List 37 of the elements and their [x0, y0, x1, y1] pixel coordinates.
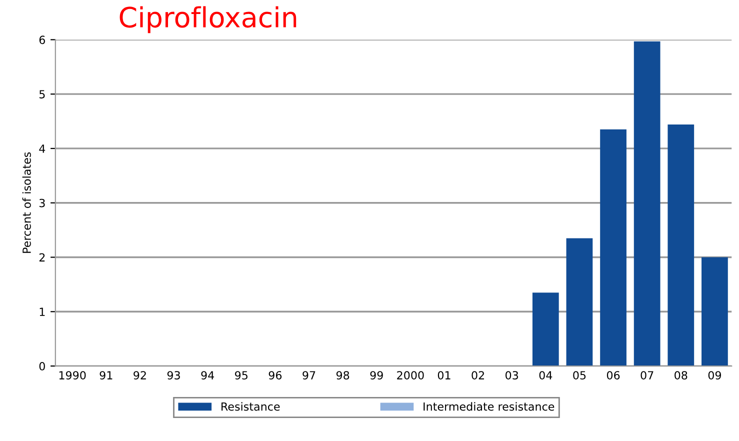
y-tick-label: 6 [39, 36, 46, 44]
legend-label: Intermediate resistance [424, 402, 554, 411]
x-tick-label: 03 [506, 371, 518, 380]
x-tick-label: 05 [573, 371, 586, 380]
x-tick-label: 2000 [397, 371, 424, 380]
x-tick-label: 98 [336, 371, 350, 380]
legend-label: Resistance [222, 402, 280, 411]
x-tick-label: 1990 [59, 371, 86, 380]
bar [532, 292, 559, 366]
x-tick-label: 96 [268, 371, 282, 380]
x-tick-label: 97 [302, 371, 316, 380]
x-tick-label: 02 [472, 371, 484, 380]
x-tick-label: 95 [235, 371, 248, 380]
y-tick-label: 3 [39, 198, 45, 208]
y-tick-label: 1 [40, 308, 45, 316]
x-tick-label: 08 [674, 371, 688, 380]
y-axis-title: Percent of isolates [22, 152, 31, 253]
y-tick-label: 4 [39, 144, 46, 153]
x-tick-label: 09 [708, 371, 721, 380]
x-tick-label: 01 [438, 371, 450, 380]
x-tick-label: 93 [167, 371, 180, 380]
x-tick-label: 91 [100, 371, 112, 380]
y-tick-label: 5 [39, 90, 45, 98]
bar [702, 257, 728, 366]
bar [566, 238, 593, 366]
x-tick-label: 06 [606, 371, 620, 380]
x-tick-label: 04 [539, 371, 552, 380]
bar [634, 41, 660, 366]
x-tick-label: 07 [640, 371, 654, 380]
chart-title: Ciprofloxacin [120, 6, 296, 34]
y-tick-label: 0 [39, 362, 45, 370]
x-tick-label: 92 [134, 371, 146, 380]
x-tick-label: 99 [370, 371, 383, 380]
x-tick-label: 94 [201, 371, 214, 380]
bar [600, 129, 626, 366]
y-tick-label: 2 [39, 253, 45, 262]
bar [668, 124, 694, 366]
